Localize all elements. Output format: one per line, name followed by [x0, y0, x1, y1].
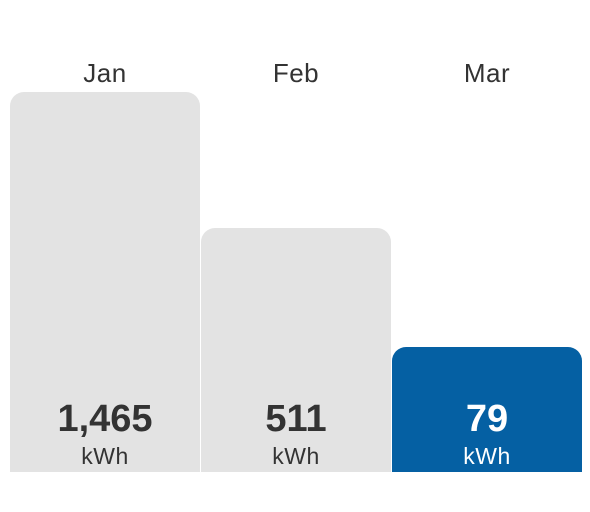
value-label-feb: 511 — [265, 398, 327, 440]
unit-label-feb: kWh — [272, 443, 320, 469]
bar-jan — [10, 92, 200, 472]
value-label-jan: 1,465 — [57, 398, 153, 440]
bar-mar — [392, 347, 582, 472]
value-label-mar: 79 — [465, 398, 509, 440]
unit-label-jan: kWh — [81, 443, 129, 469]
month-label-jan: Jan — [83, 58, 127, 88]
month-label-feb: Feb — [272, 58, 320, 88]
unit-label-mar: kWh — [463, 443, 511, 469]
bar-feb — [201, 227, 391, 472]
month-label-mar: Mar — [463, 58, 511, 88]
